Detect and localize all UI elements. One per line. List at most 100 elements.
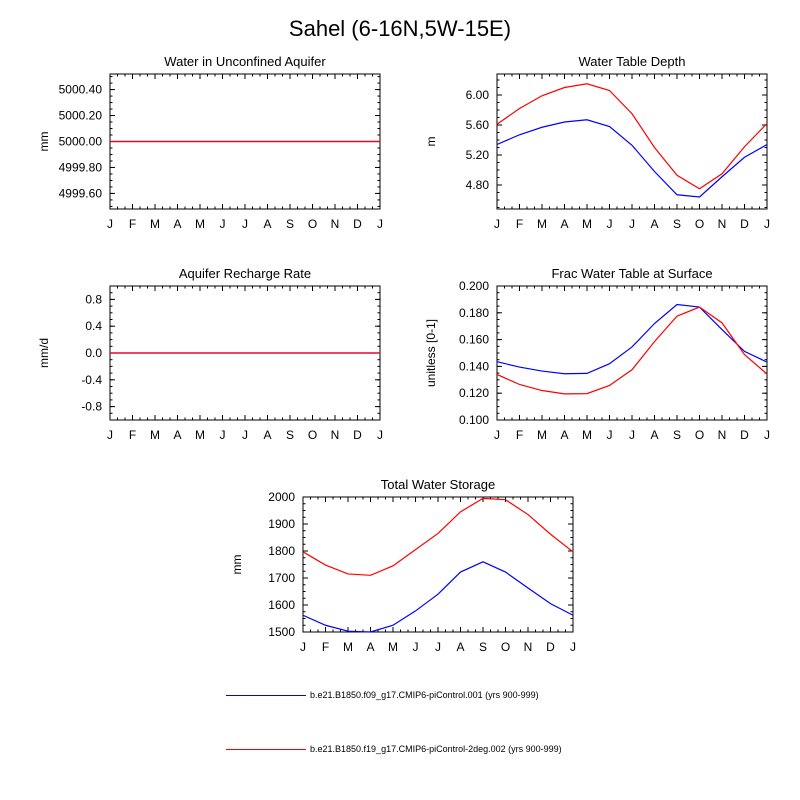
x-tick-label: M [343,640,353,654]
y-axis-label: mm [37,132,51,152]
x-tick-label: N [718,217,727,231]
series-line-1 [302,561,574,633]
y-tick-label: 1600 [268,598,295,612]
chart-title: Aquifer Recharge Rate [179,266,311,281]
x-tick-label: M [150,217,160,231]
y-tick-label: -0.8 [81,400,102,414]
plot-frame [496,285,768,421]
y-axis-label: m [424,137,438,147]
x-tick-label: M [150,428,160,442]
chart-title: Frac Water Table at Surface [551,266,712,281]
x-tick-label: J [242,428,248,442]
x-tick-label: O [695,217,704,231]
y-tick-label: 0.200 [459,279,489,293]
y-tick-label: 0.120 [459,386,489,400]
x-tick-label: F [516,217,523,231]
x-tick-label: M [195,428,205,442]
x-tick-label: J [494,217,500,231]
y-axis-label: mm [230,555,244,575]
y-tick-label: 4999.80 [59,160,103,174]
x-tick-label: D [546,640,555,654]
x-tick-label: F [129,428,136,442]
x-tick-label: A [650,428,658,442]
y-tick-label: 0.4 [85,319,102,333]
x-tick-label: J [629,428,635,442]
y-tick-label: 5000.20 [59,109,103,123]
x-tick-label: M [537,217,547,231]
x-tick-label: M [537,428,547,442]
y-tick-label: 4.80 [466,178,490,192]
x-tick-label: J [764,217,770,231]
x-tick-label: A [366,640,374,654]
x-tick-label: D [353,428,362,442]
x-tick-label: O [308,428,317,442]
x-tick-label: O [695,428,704,442]
y-tick-label: 5.20 [466,148,490,162]
x-tick-label: J [607,217,613,231]
x-tick-label: A [560,217,568,231]
y-tick-label: 1900 [268,517,295,531]
x-tick-label: S [286,217,294,231]
y-tick-label: 0.8 [85,292,102,306]
series-line-1 [496,303,768,375]
x-tick-label: J [413,640,419,654]
series-line-2 [496,306,768,395]
x-tick-label: N [718,428,727,442]
x-tick-label: J [435,640,441,654]
chart-title: Total Water Storage [381,477,495,492]
x-tick-label: A [173,217,181,231]
y-axis-label: mm/d [37,338,51,368]
x-tick-label: F [129,217,136,231]
x-tick-label: M [195,217,205,231]
y-tick-label: 2000 [268,490,295,504]
x-tick-label: N [524,640,533,654]
x-tick-label: A [560,428,568,442]
legend-label-1: b.e21.B1850.f09_g17.CMIP6-piControl.001 … [310,690,539,700]
y-axis-label: unitless [0-1] [424,319,438,387]
x-tick-label: S [673,428,681,442]
plot-frame [496,73,768,210]
x-tick-label: M [582,428,592,442]
y-tick-label: 4999.60 [59,186,103,200]
x-tick-label: D [740,217,749,231]
legend-swatch-1 [226,695,306,696]
x-tick-label: O [501,640,510,654]
x-tick-label: N [331,428,340,442]
series-line-2 [302,497,574,576]
y-tick-label: -0.4 [81,373,102,387]
x-tick-label: O [308,217,317,231]
y-tick-label: 0.160 [459,333,489,347]
series-line-2 [496,83,768,190]
x-tick-label: A [650,217,658,231]
y-tick-label: 0.100 [459,413,489,427]
x-tick-label: A [263,217,271,231]
legend-swatch-2 [226,749,306,750]
x-tick-label: F [516,428,523,442]
y-tick-label: 6.00 [466,88,490,102]
y-tick-label: 0.140 [459,359,489,373]
x-tick-label: S [673,217,681,231]
x-tick-label: A [173,428,181,442]
x-tick-label: J [570,640,576,654]
x-tick-label: J [220,217,226,231]
x-tick-label: J [629,217,635,231]
x-tick-label: S [286,428,294,442]
x-tick-label: J [764,428,770,442]
series-line-1 [496,119,768,198]
x-tick-label: D [353,217,362,231]
x-tick-label: N [331,217,340,231]
x-tick-label: J [377,217,383,231]
y-tick-label: 1800 [268,544,295,558]
legend-label-2: b.e21.B1850.f19_g17.CMIP6-piControl-2deg… [310,744,562,754]
x-tick-label: A [263,428,271,442]
x-tick-label: S [479,640,487,654]
y-tick-label: 5000.40 [59,83,103,97]
x-tick-label: J [107,217,113,231]
page-title: Sahel (6-16N,5W-15E) [288,16,512,41]
x-tick-label: J [494,428,500,442]
